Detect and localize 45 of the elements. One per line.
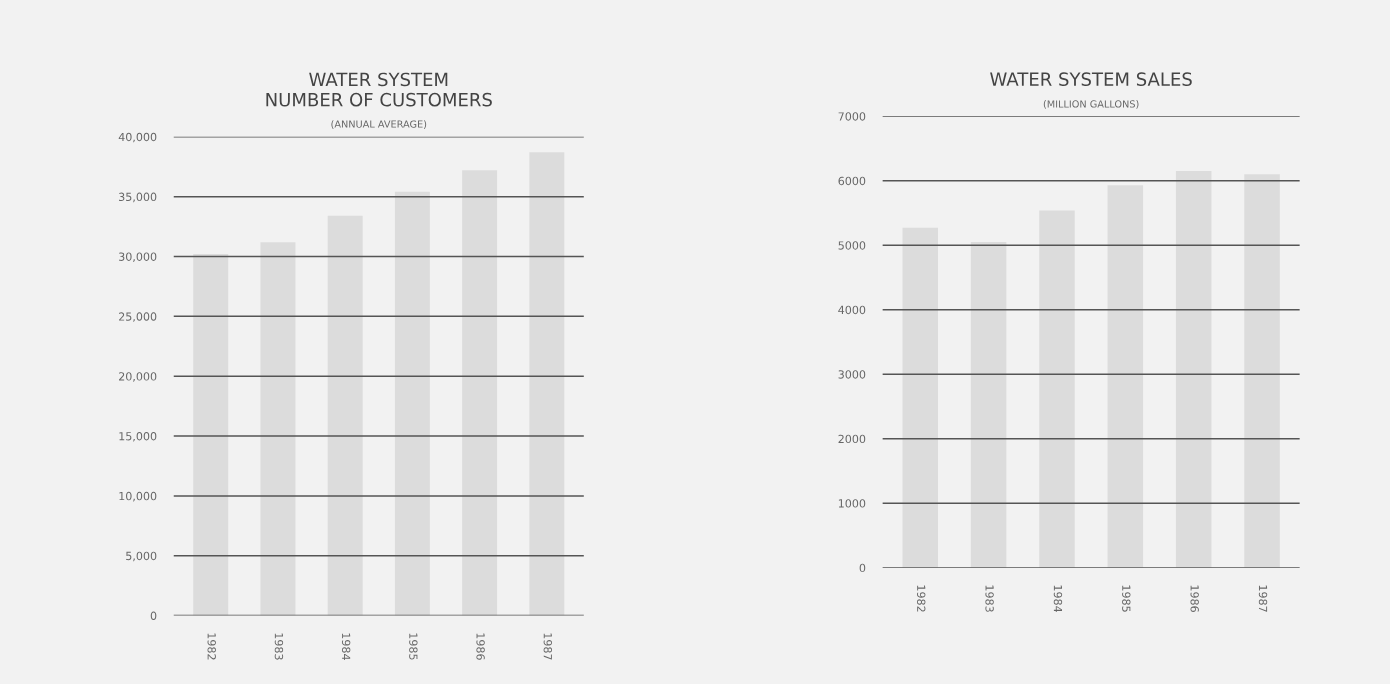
y-tick-label: 1000 [838, 499, 866, 508]
bar [1039, 210, 1075, 568]
y-tick-label: 15,000 [119, 432, 157, 442]
y-tick-label: 2000 [838, 434, 866, 444]
y-tick-label: 0 [859, 563, 866, 573]
chart-subtitle: (ANNUAL AVERAGE) [331, 120, 427, 129]
bar [1244, 174, 1280, 568]
x-tick-label: 1984 [341, 633, 351, 660]
x-tick-label: 1986 [476, 633, 485, 660]
y-tick-label: 3000 [838, 370, 866, 379]
y-tick-label: 6000 [838, 176, 866, 186]
bar [260, 242, 296, 616]
x-tick-label: 1985 [1122, 585, 1131, 612]
y-tick-label: 5,000 [126, 551, 157, 562]
bar [193, 254, 229, 616]
y-tick-label: 20,000 [119, 372, 157, 382]
x-tick-label: 1982 [207, 633, 216, 660]
y-tick-label: 5000 [838, 241, 866, 250]
y-tick-label: 10,000 [119, 491, 157, 502]
bar [902, 227, 939, 568]
y-tick-label: 35,000 [119, 192, 157, 203]
y-tick-label: 30,000 [119, 252, 157, 263]
y-tick-label: 0 [150, 611, 157, 620]
bar [1107, 185, 1144, 568]
x-tick-label: 1987 [543, 633, 553, 660]
chart-title: WATER SYSTEM NUMBER OF CUSTOMERS [266, 72, 492, 107]
x-tick-label: 1986 [1190, 585, 1199, 612]
x-tick-label: 1984 [1053, 585, 1063, 613]
bar [1175, 171, 1212, 568]
y-tick-label: 7000 [838, 112, 866, 121]
bar [529, 152, 565, 616]
x-tick-label: 1983 [985, 585, 994, 612]
x-tick-label: 1982 [917, 585, 926, 612]
y-tick-label: 40,000 [118, 132, 157, 143]
x-tick-label: 1987 [1258, 585, 1268, 612]
bar [462, 170, 498, 616]
chart-subtitle: (MILLION GALLONS) [1043, 100, 1139, 109]
bar [327, 215, 363, 616]
bar [394, 191, 430, 616]
x-tick-label: 1985 [409, 633, 418, 660]
chart-title: WATER SYSTEM SALES [990, 72, 1192, 86]
x-tick-label: 1983 [274, 633, 284, 660]
bar [970, 242, 1007, 568]
y-tick-label: 25,000 [119, 312, 157, 322]
y-tick-label: 4000 [838, 305, 866, 315]
